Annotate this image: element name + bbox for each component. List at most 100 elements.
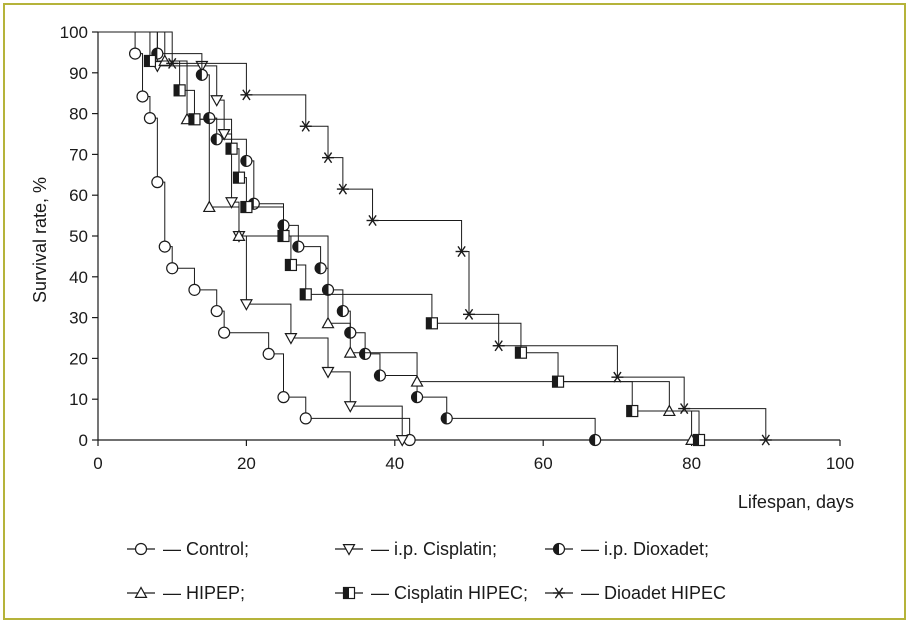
- data-point: [277, 229, 290, 243]
- data-point: [611, 371, 624, 383]
- legend-item: — Cisplatin HIPEC;: [335, 583, 528, 603]
- marker-triangle: [284, 333, 298, 345]
- marker-triangle: [202, 200, 216, 213]
- data-point: [218, 326, 231, 339]
- data-point: [626, 404, 639, 418]
- marker-stroke: [464, 308, 474, 320]
- data-point: [678, 403, 691, 415]
- marker-stroke: [301, 120, 310, 132]
- series-line-2: [98, 31, 596, 440]
- data-point: [134, 586, 148, 599]
- data-point: [299, 288, 312, 301]
- x-tick-label: 100: [826, 454, 854, 473]
- marker-triangle: [662, 404, 676, 417]
- axes: 0 10 20 30 40 50 60 70 80 90 100 0 20 40 60 80 100: [60, 23, 855, 473]
- data-point: [158, 240, 171, 253]
- marker-fill: [337, 305, 343, 317]
- data-point: [322, 152, 335, 164]
- marker-fill: [211, 133, 217, 145]
- marker-triangle: [410, 374, 424, 387]
- marker-triangle: [232, 229, 246, 241]
- data-point: [225, 197, 239, 209]
- data-point: [551, 375, 565, 388]
- marker-stroke: [613, 371, 622, 383]
- marker-stroke: [242, 89, 251, 101]
- legend-label: — i.p. Cisplatin;: [371, 539, 497, 559]
- data-point: [129, 47, 142, 60]
- marker-fill: [278, 219, 284, 231]
- marker-circle: [277, 391, 290, 404]
- marker-triangle: [239, 299, 253, 311]
- x-tick-label: 20: [237, 454, 256, 473]
- data-point: [589, 433, 602, 447]
- marker-circle: [188, 283, 201, 296]
- x-axis-label: Lifespan, days: [738, 492, 854, 512]
- y-tick-label: 30: [69, 309, 88, 328]
- data-point: [759, 434, 772, 446]
- data-point: [284, 258, 298, 272]
- marker-fill: [344, 327, 351, 339]
- legend-item: — i.p. Cisplatin;: [335, 539, 497, 559]
- marker-triangle: [321, 366, 335, 379]
- marker-fill: [426, 317, 432, 329]
- data-point: [440, 412, 453, 425]
- y-tick-label: 90: [69, 64, 88, 83]
- marker-triangle: [134, 586, 148, 599]
- legend-item: — Control;: [127, 539, 249, 559]
- marker-fill: [515, 347, 521, 359]
- y-tick-label: 100: [60, 23, 88, 42]
- x-tick-label: 80: [682, 454, 701, 473]
- marker-fill: [285, 259, 291, 271]
- marker-fill: [553, 543, 559, 555]
- marker-fill: [240, 201, 247, 213]
- legend-item: — i.p. Dioxadet;: [545, 539, 709, 559]
- survival-chart: 0 10 20 30 40 50 60 70 80 90 100 0 20 40 60 80 100 Survi…: [30, 23, 855, 603]
- data-point: [240, 200, 253, 214]
- marker-triangle: [343, 401, 357, 413]
- data-point: [217, 128, 231, 141]
- data-point: [232, 229, 246, 241]
- data-point: [366, 214, 379, 226]
- marker-fill: [174, 84, 180, 96]
- marker-circle: [166, 262, 179, 275]
- legend-label: — Dioadet HIPEC: [581, 583, 726, 603]
- data-point: [151, 176, 164, 189]
- marker-fill: [343, 587, 349, 599]
- figure-frame: 0 10 20 30 40 50 60 70 80 90 100 0 20 40 60 80 100 Survi…: [3, 3, 906, 620]
- data-point: [321, 366, 335, 379]
- data-point: [210, 304, 223, 318]
- y-tick-label: 60: [69, 186, 88, 205]
- data-point: [692, 433, 706, 447]
- y-tick-label: 70: [69, 145, 88, 164]
- data-point: [343, 401, 357, 413]
- data-point: [166, 262, 179, 275]
- marker-fill: [278, 230, 284, 242]
- data-point: [188, 113, 201, 126]
- marker-circle: [299, 412, 312, 425]
- data-point: [492, 340, 505, 352]
- data-point: [314, 262, 327, 275]
- data-point: [284, 333, 298, 345]
- marker-fill: [203, 112, 210, 124]
- marker-fill: [292, 241, 299, 253]
- marker-triangle: [342, 543, 356, 556]
- legend-label: — Cisplatin HIPEC;: [371, 583, 528, 603]
- marker-stroke: [457, 246, 466, 258]
- y-tick-label: 20: [69, 349, 88, 368]
- series-line-4: [98, 31, 700, 440]
- y-tick-label: 40: [69, 268, 88, 287]
- marker-fill: [188, 113, 195, 125]
- data-point: [410, 374, 424, 387]
- data-point: [173, 84, 186, 97]
- marker-stroke: [761, 434, 770, 446]
- data-point: [143, 111, 157, 125]
- marker-triangle: [225, 197, 239, 209]
- data-point: [514, 346, 528, 359]
- marker-circle: [143, 111, 157, 125]
- y-tick-label: 10: [69, 390, 88, 409]
- marker-circle: [136, 90, 149, 103]
- marker-circle: [129, 47, 142, 60]
- data-point: [240, 89, 253, 101]
- marker-circle: [262, 347, 275, 361]
- marker-circle: [151, 176, 164, 189]
